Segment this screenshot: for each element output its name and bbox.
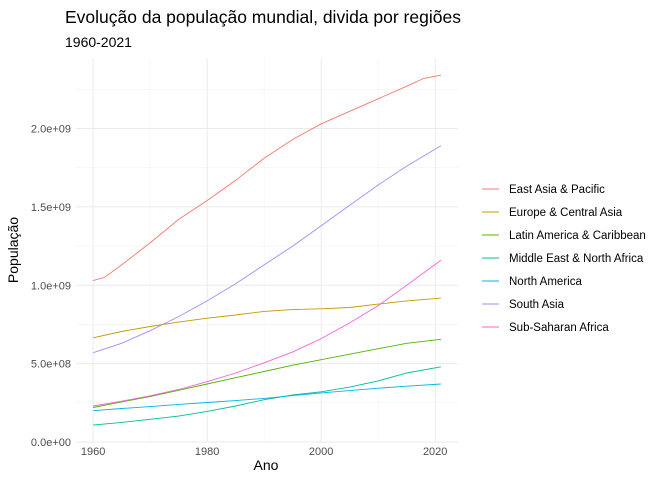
series-lines xyxy=(92,74,442,426)
y-tick-label: 1.0e+09 xyxy=(31,280,71,292)
x-tick-label: 1960 xyxy=(81,446,105,458)
x-tick-label: 2020 xyxy=(423,446,447,458)
y-tick-label: 5.0e+08 xyxy=(31,359,71,371)
chart-subtitle: 1960-2021 xyxy=(65,34,132,50)
chart-title: Evolução da população mundial, divida po… xyxy=(65,7,461,27)
series-line xyxy=(93,259,442,407)
x-tick-label: 2000 xyxy=(309,446,333,458)
y-tick-label: 2.0e+09 xyxy=(31,124,71,136)
gridlines xyxy=(76,58,458,443)
series-line xyxy=(92,74,441,282)
y-tick-label: 1.5e+09 xyxy=(31,202,71,214)
legend-label: Europe & Central Asia xyxy=(509,207,623,219)
series-line xyxy=(92,145,442,354)
legend-label: East Asia & Pacific xyxy=(509,184,605,196)
legend: East Asia & Pacific Europe & Central Asia… xyxy=(482,184,646,334)
y-axis-title: População xyxy=(5,217,21,283)
legend-label: Middle East & North Africa xyxy=(509,253,644,265)
x-axis-title: Ano xyxy=(254,457,279,473)
series-line xyxy=(93,297,441,339)
series-line xyxy=(93,338,441,408)
series-line xyxy=(93,383,441,412)
x-tick-label: 1980 xyxy=(195,446,219,458)
legend-label: North America xyxy=(509,276,582,288)
legend-label: Latin America & Caribbean xyxy=(509,230,646,242)
y-tick-label: 0.0e+00 xyxy=(31,437,71,449)
y-axis-ticks: 0.0e+00 5.0e+08 1.0e+09 1.5e+09 2.0e+09 xyxy=(31,124,71,449)
series-line xyxy=(93,366,441,426)
legend-label: Sub-Saharan Africa xyxy=(509,322,609,334)
x-axis-ticks: 1960 1980 2000 2020 xyxy=(81,446,448,458)
legend-label: South Asia xyxy=(509,299,565,311)
